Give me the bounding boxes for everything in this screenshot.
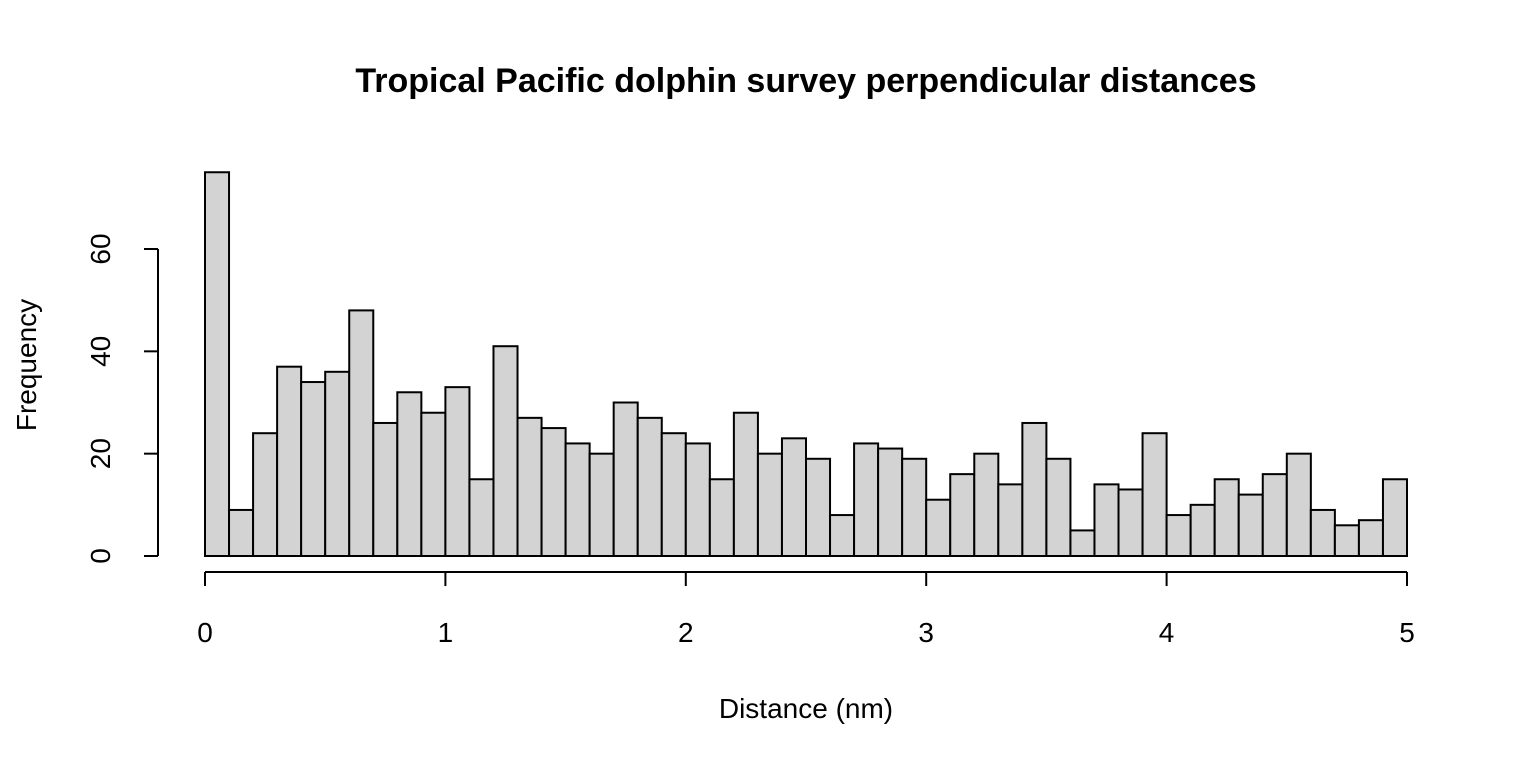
histogram-bar bbox=[372, 421, 399, 558]
x-axis: 0 1 2 3 4 5 bbox=[197, 571, 1415, 648]
histogram-bar bbox=[1021, 421, 1048, 558]
bars-group bbox=[204, 171, 1408, 558]
histogram-bar bbox=[300, 381, 327, 557]
histogram-bar bbox=[877, 447, 904, 557]
histogram-bar bbox=[925, 498, 952, 558]
histogram-bar bbox=[636, 416, 663, 557]
x-axis-label: Distance (nm) bbox=[719, 693, 893, 724]
histogram-bar bbox=[756, 452, 783, 557]
histogram-bar bbox=[1261, 473, 1288, 557]
histogram-bar bbox=[949, 473, 976, 557]
histogram-bar bbox=[973, 452, 1000, 557]
histogram-bar bbox=[252, 432, 279, 558]
histogram-bar bbox=[396, 391, 423, 557]
y-axis-label: Frequency bbox=[11, 299, 42, 431]
histogram-bar bbox=[444, 386, 471, 557]
y-tick-label: 20 bbox=[85, 438, 116, 469]
histogram-bar bbox=[1189, 503, 1216, 558]
histogram-bar bbox=[1357, 519, 1384, 558]
chart-title: Tropical Pacific dolphin survey perpendi… bbox=[355, 62, 1256, 100]
histogram-bar bbox=[420, 411, 447, 557]
histogram-bar bbox=[1069, 529, 1096, 558]
histogram-bar bbox=[348, 309, 375, 557]
y-tick-label: 0 bbox=[85, 548, 116, 564]
histogram-bar bbox=[204, 171, 231, 557]
histogram-bar bbox=[1213, 478, 1240, 557]
histogram-bar bbox=[540, 427, 567, 558]
histogram-bar bbox=[1141, 432, 1168, 558]
histogram-bar bbox=[228, 508, 255, 558]
histogram-bar bbox=[660, 432, 687, 558]
x-tick-label: 5 bbox=[1399, 617, 1415, 648]
histogram-bar bbox=[324, 370, 351, 557]
histogram-bar bbox=[901, 457, 928, 557]
histogram-bar bbox=[612, 401, 639, 557]
histogram-bar bbox=[997, 483, 1024, 557]
histogram-bar bbox=[564, 442, 591, 557]
histogram-bar bbox=[1237, 493, 1264, 558]
histogram-bar bbox=[1045, 457, 1072, 557]
histogram-bar bbox=[516, 416, 543, 557]
histogram-bar bbox=[1117, 488, 1144, 558]
histogram-bar bbox=[708, 478, 735, 557]
histogram-bar bbox=[829, 514, 856, 557]
histogram-bar bbox=[780, 437, 808, 558]
x-tick-label: 4 bbox=[1159, 617, 1175, 648]
histogram-bar bbox=[684, 442, 711, 557]
histogram-bar bbox=[853, 442, 880, 557]
x-tick-label: 1 bbox=[438, 617, 454, 648]
x-tick-label: 0 bbox=[197, 617, 213, 648]
histogram-bar bbox=[732, 411, 759, 557]
histogram-bar bbox=[276, 365, 303, 557]
histogram-bar bbox=[468, 478, 495, 557]
histogram-bar bbox=[588, 452, 615, 557]
x-tick-label: 3 bbox=[918, 617, 934, 648]
histogram-bar bbox=[1333, 524, 1360, 557]
histogram-bar bbox=[1285, 452, 1312, 557]
x-tick-label: 2 bbox=[678, 617, 694, 648]
y-tick-label: 60 bbox=[85, 233, 116, 264]
histogram-bar bbox=[1309, 508, 1336, 558]
histogram-bar bbox=[1093, 483, 1120, 557]
histogram-bar bbox=[492, 345, 519, 558]
y-axis: 0 20 40 60 bbox=[85, 233, 159, 564]
histogram-bar bbox=[1165, 514, 1192, 557]
histogram-bar bbox=[805, 457, 832, 557]
y-tick-label: 40 bbox=[85, 336, 116, 367]
histogram-bar bbox=[1381, 478, 1408, 557]
